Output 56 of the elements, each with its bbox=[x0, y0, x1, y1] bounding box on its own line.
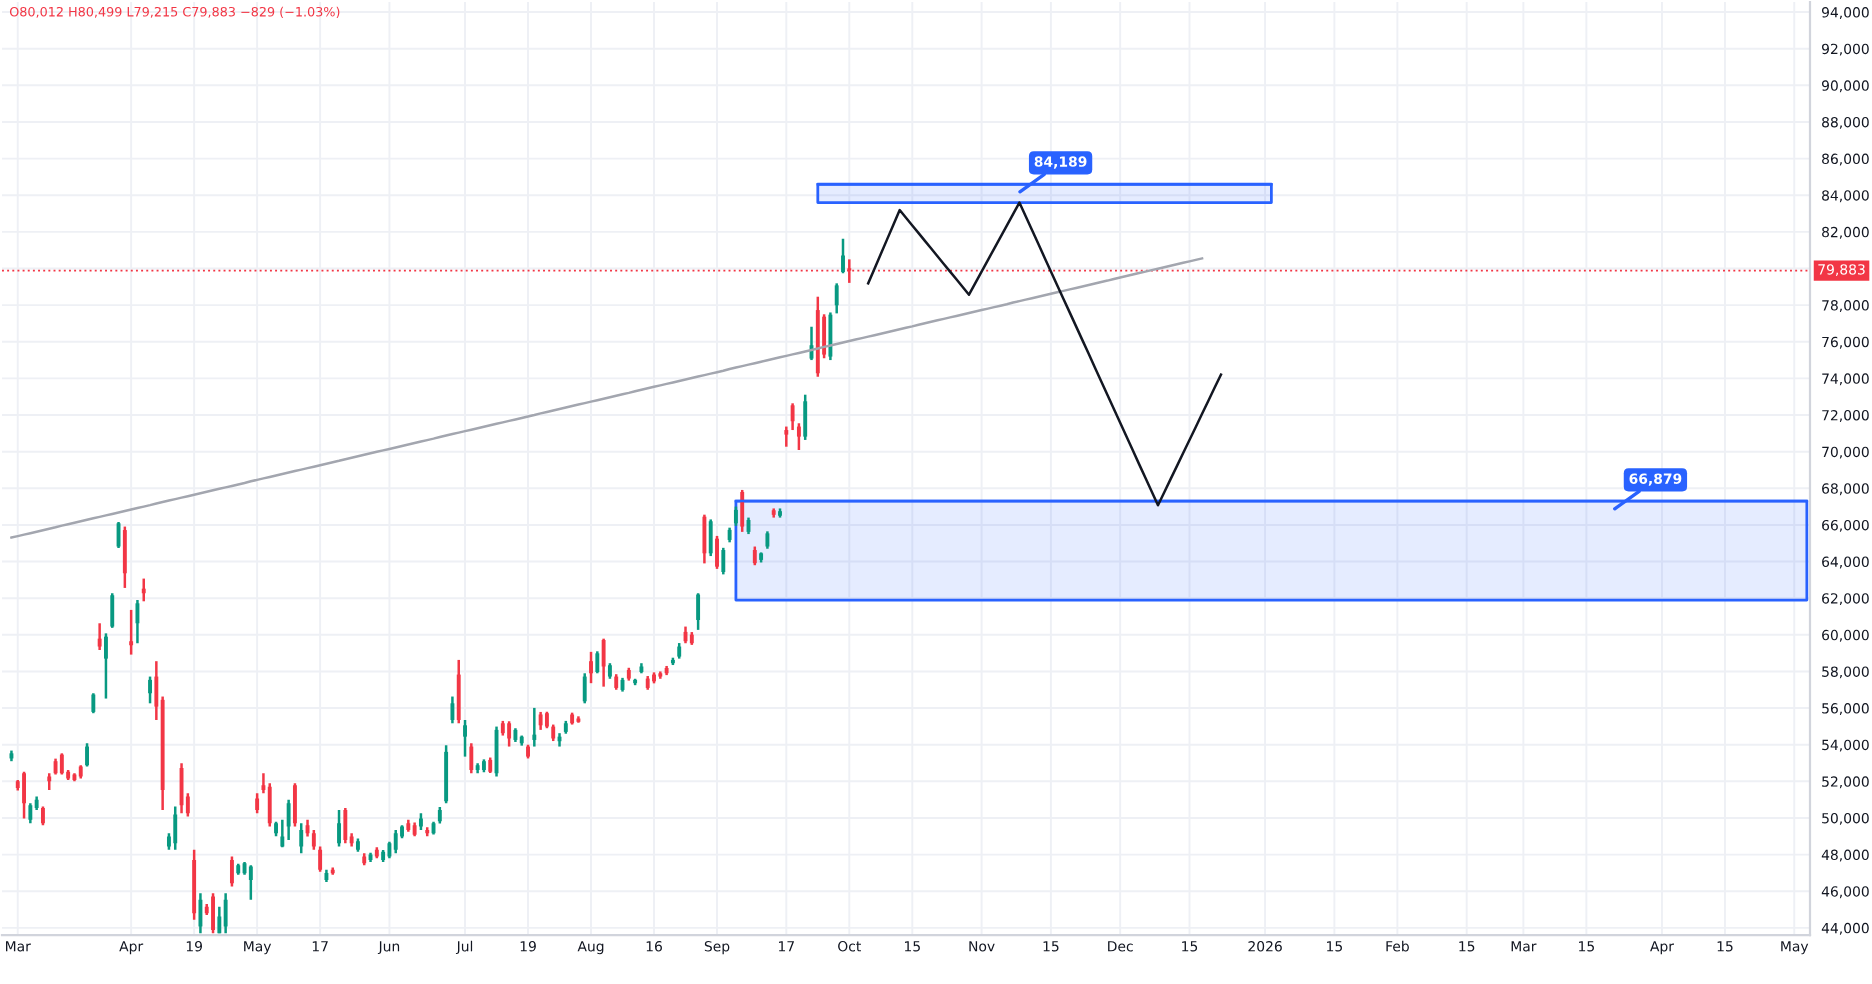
candlestick bbox=[248, 863, 253, 902]
candlestick bbox=[229, 855, 234, 888]
candlestick bbox=[601, 637, 606, 688]
candlestick bbox=[595, 650, 600, 675]
candlestick bbox=[696, 591, 701, 632]
candlestick bbox=[456, 658, 461, 725]
candlestick bbox=[463, 718, 467, 758]
candlestick bbox=[267, 781, 272, 828]
candlestick bbox=[355, 837, 360, 854]
candlestick bbox=[708, 518, 713, 558]
candlestick bbox=[469, 742, 474, 775]
candlestick bbox=[752, 545, 757, 567]
candlestick bbox=[91, 692, 96, 715]
candlestick bbox=[97, 622, 102, 652]
candlestick bbox=[292, 781, 297, 828]
candlestick bbox=[255, 792, 260, 815]
candlestick bbox=[211, 892, 215, 935]
candlestick bbox=[740, 488, 745, 534]
candlestick bbox=[532, 706, 537, 748]
candlestick bbox=[393, 828, 398, 855]
candlestick bbox=[652, 671, 656, 685]
candlestick bbox=[721, 546, 726, 576]
candlestick bbox=[299, 822, 304, 855]
candlestick bbox=[526, 743, 530, 760]
line-series bbox=[10, 257, 1204, 539]
candlestick bbox=[702, 513, 707, 565]
candlestick bbox=[135, 598, 140, 645]
candlestick bbox=[841, 237, 845, 275]
candlestick bbox=[173, 805, 178, 852]
candlestick bbox=[286, 798, 291, 842]
candlestick bbox=[110, 591, 115, 630]
candlestick bbox=[582, 672, 587, 705]
candlestick bbox=[337, 808, 341, 848]
candlestick bbox=[715, 534, 719, 571]
candlestick bbox=[778, 507, 782, 519]
candlestick bbox=[589, 650, 593, 685]
candlestick bbox=[311, 828, 316, 852]
candlestick bbox=[59, 752, 64, 776]
candlestick bbox=[85, 742, 89, 768]
candlestick bbox=[22, 770, 26, 820]
candlestick bbox=[28, 802, 33, 825]
candlestick bbox=[450, 695, 455, 725]
candlestick bbox=[343, 806, 348, 845]
candlestick bbox=[733, 505, 738, 528]
candlestick bbox=[103, 632, 108, 700]
candlestick bbox=[198, 892, 203, 935]
candlestick bbox=[223, 892, 228, 935]
candlestick bbox=[40, 805, 45, 827]
candlestick bbox=[148, 675, 152, 705]
candlestick bbox=[274, 820, 278, 838]
candlestick bbox=[318, 845, 323, 874]
candlestick bbox=[803, 393, 808, 442]
line-series bbox=[866, 201, 1223, 507]
candlestick bbox=[507, 720, 512, 748]
candlestick bbox=[129, 608, 134, 656]
candlestick bbox=[122, 525, 127, 590]
